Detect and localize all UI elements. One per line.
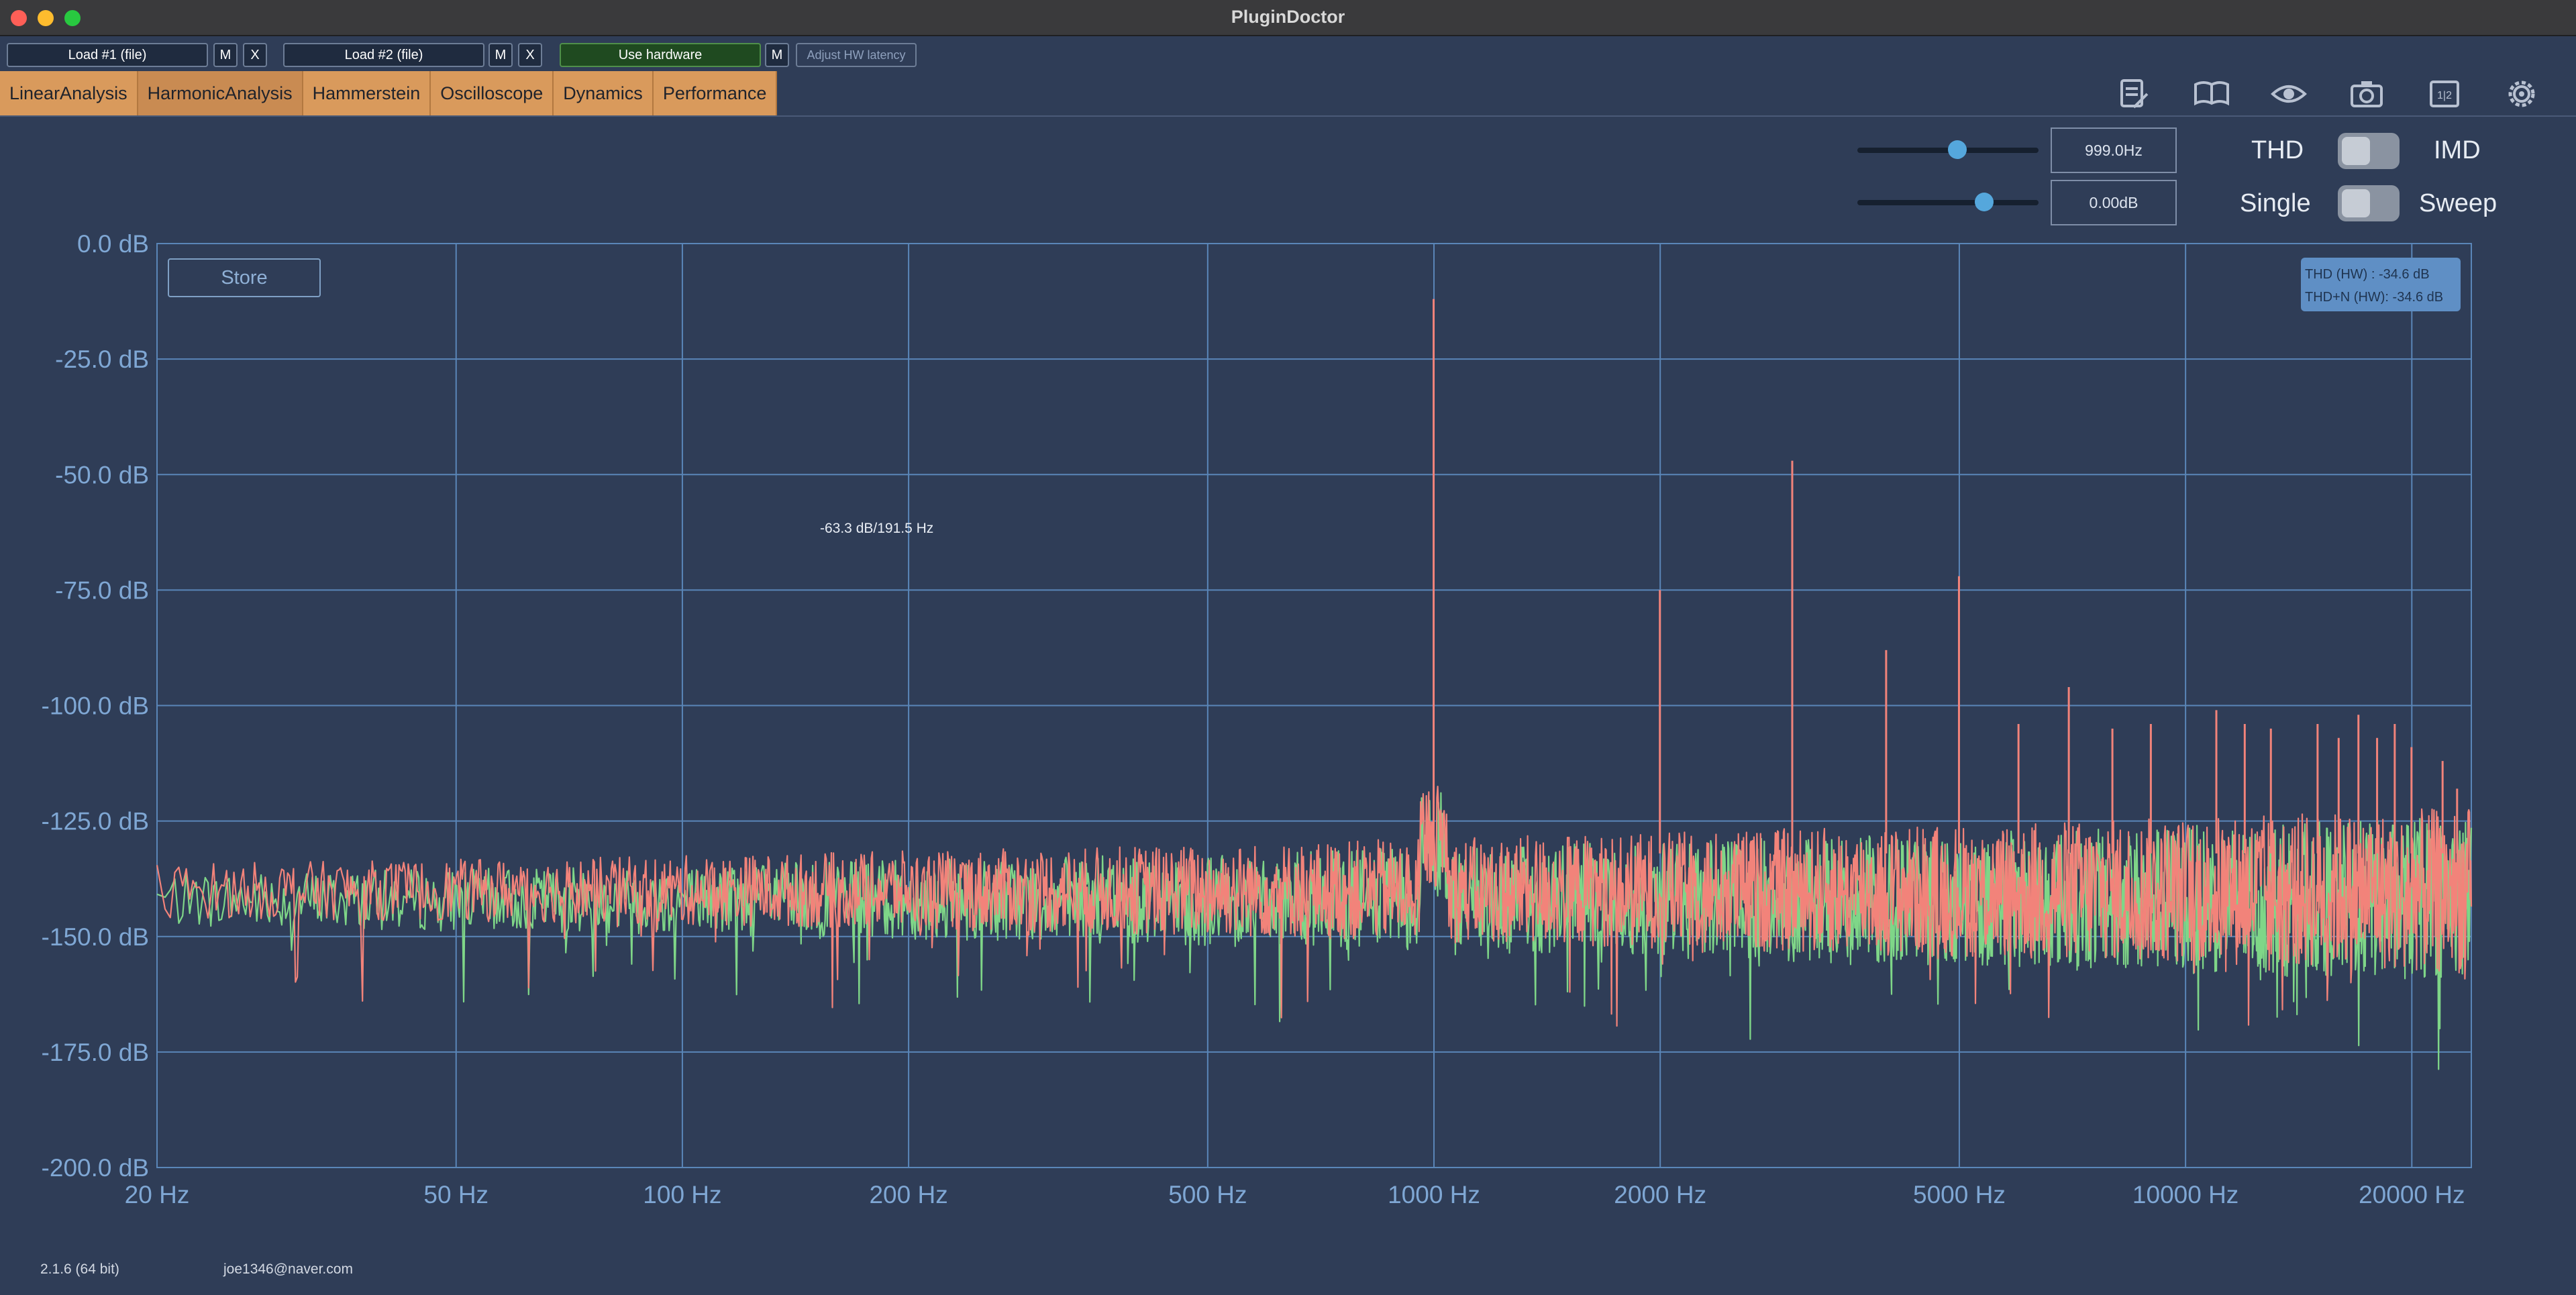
x-tick-label: 10000 Hz <box>2132 1181 2238 1208</box>
load-2-button[interactable]: Load #2 (file) <box>283 43 484 67</box>
tab-oscilloscope[interactable]: Oscilloscope <box>431 71 554 115</box>
use-hardware-button[interactable]: Use hardware <box>560 43 761 67</box>
book-icon[interactable] <box>2192 74 2232 114</box>
mute-1-button[interactable]: M <box>213 43 238 67</box>
y-tick-label: -175.0 dB <box>42 1039 149 1066</box>
eye-icon[interactable] <box>2269 74 2309 114</box>
x-tick-label: 20000 Hz <box>2359 1181 2465 1208</box>
camera-icon[interactable] <box>2347 74 2387 114</box>
x-tick-label: 500 Hz <box>1168 1181 1247 1208</box>
frequency-value-field[interactable]: 999.0Hz <box>2051 127 2177 173</box>
y-tick-label: -200.0 dB <box>42 1154 149 1182</box>
x-tick-label: 1000 Hz <box>1388 1181 1480 1208</box>
single-sweep-toggle[interactable] <box>2338 185 2400 221</box>
cursor-readout: -63.3 dB/191.5 Hz <box>820 521 934 536</box>
thd-label: THD <box>2251 136 2304 164</box>
single-label: Single <box>2240 189 2311 217</box>
y-tick-label: -75.0 dB <box>55 576 149 604</box>
y-tick-label: -25.0 dB <box>55 346 149 373</box>
load-1-button[interactable]: Load #1 (file) <box>7 43 208 67</box>
x-tick-label: 200 Hz <box>869 1181 947 1208</box>
maximize-window-button[interactable] <box>64 10 81 26</box>
imd-label: IMD <box>2434 136 2481 164</box>
user-email-label: joe1346@naver.com <box>223 1261 353 1277</box>
version-label: 2.1.6 (64 bit) <box>40 1261 119 1277</box>
adjust-hw-latency-button[interactable]: Adjust HW latency <box>796 43 917 67</box>
tab-divider <box>0 115 2576 117</box>
tab-hammerstein[interactable]: Hammerstein <box>303 71 431 115</box>
y-tick-label: -50.0 dB <box>55 461 149 488</box>
tab-performance[interactable]: Performance <box>653 71 778 115</box>
window-title: PluginDoctor <box>1231 7 1345 27</box>
sweep-label: Sweep <box>2419 189 2497 217</box>
mute-hw-button[interactable]: M <box>765 43 789 67</box>
y-tick-label: -125.0 dB <box>42 808 149 835</box>
split-view-icon[interactable]: 1|2 <box>2424 74 2465 114</box>
tab-harmonic-analysis[interactable]: HarmonicAnalysis <box>138 71 303 115</box>
gain-value-field[interactable]: 0.00dB <box>2051 180 2177 225</box>
clear-1-button[interactable]: X <box>243 43 267 67</box>
gain-slider-knob[interactable] <box>1975 193 1994 211</box>
series-1-noise-line <box>156 785 2473 1027</box>
toggle-knob <box>2342 137 2370 165</box>
mute-2-button[interactable]: M <box>488 43 513 67</box>
x-tick-label: 2000 Hz <box>1614 1181 1706 1208</box>
thd-imd-toggle[interactable] <box>2338 133 2400 169</box>
y-tick-label: 0.0 dB <box>77 230 149 258</box>
store-button[interactable]: Store <box>168 258 321 297</box>
analysis-tabs: LinearAnalysis HarmonicAnalysis Hammerst… <box>0 71 778 115</box>
thd-value: THD (HW) : -34.6 dB <box>2305 267 2430 282</box>
frequency-slider[interactable] <box>1857 140 2039 159</box>
y-tick-label: -100.0 dB <box>42 692 149 720</box>
x-tick-label: 20 Hz <box>125 1181 190 1208</box>
gain-slider[interactable] <box>1857 193 2039 211</box>
close-window-button[interactable] <box>11 10 27 26</box>
tab-linear-analysis[interactable]: LinearAnalysis <box>0 71 138 115</box>
x-tick-label: 100 Hz <box>643 1181 721 1208</box>
notes-icon[interactable] <box>2114 74 2154 114</box>
title-bar: PluginDoctor <box>0 0 2576 36</box>
gear-icon[interactable] <box>2502 74 2542 114</box>
frequency-slider-knob[interactable] <box>1947 140 1967 159</box>
x-tick-label: 5000 Hz <box>1913 1181 2006 1208</box>
thd-readout: THD (HW) : -34.6 dB THD+N (HW): -34.6 dB <box>2301 258 2461 311</box>
x-tick-label: 50 Hz <box>423 1181 488 1208</box>
thd-n-value: THD+N (HW): -34.6 dB <box>2305 290 2444 305</box>
svg-text:1|2: 1|2 <box>2437 90 2452 101</box>
y-tick-label: -150.0 dB <box>42 923 149 951</box>
tab-dynamics[interactable]: Dynamics <box>554 71 654 115</box>
toggle-knob <box>2342 189 2370 217</box>
clear-2-button[interactable]: X <box>518 43 542 67</box>
minimize-window-button[interactable] <box>38 10 54 26</box>
